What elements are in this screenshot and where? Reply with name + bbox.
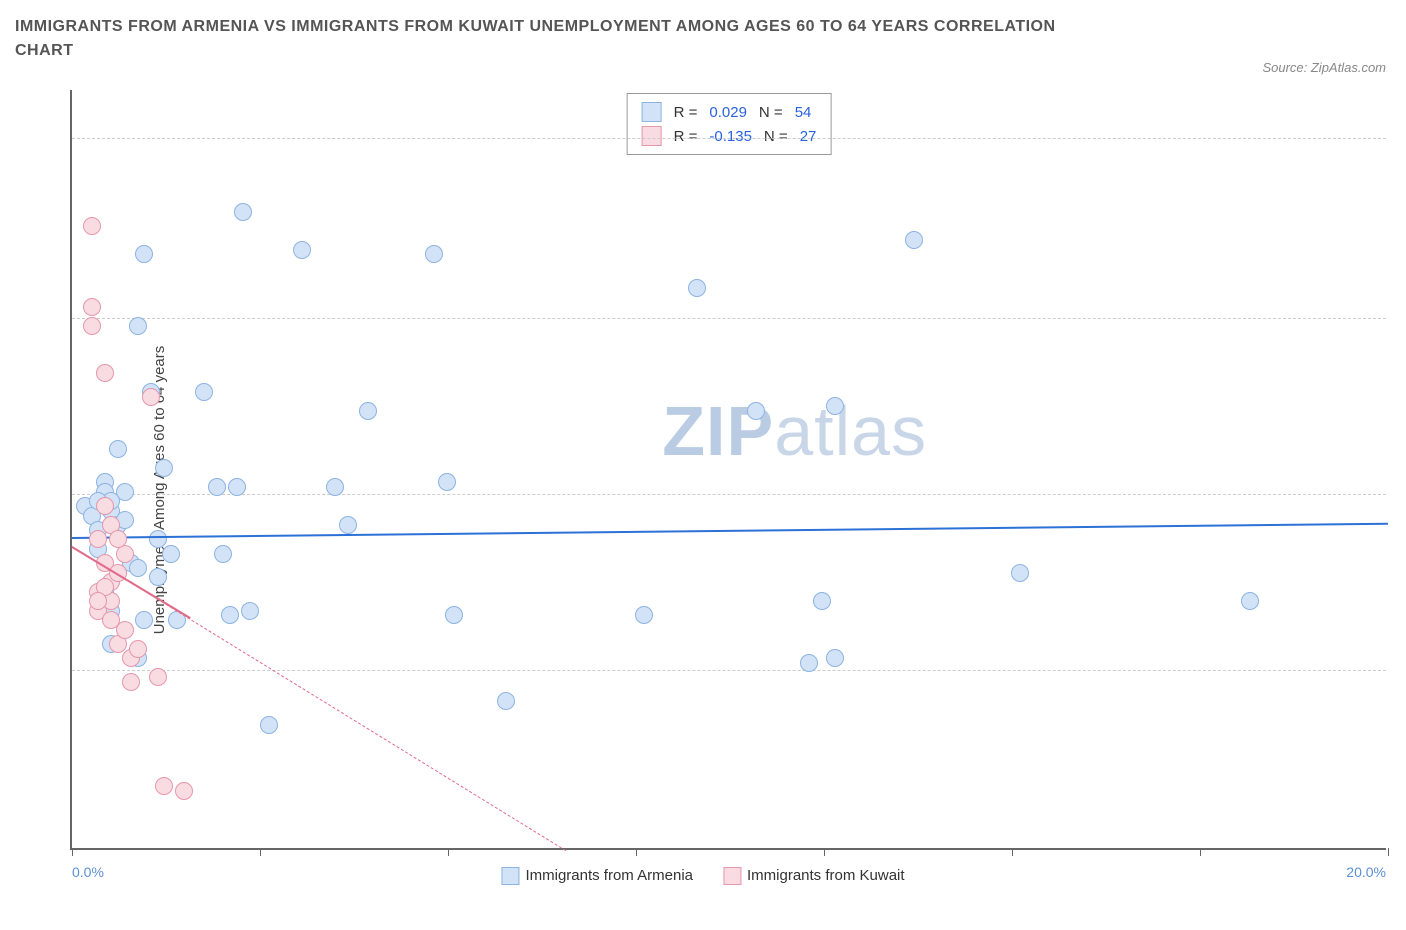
data-point	[813, 592, 831, 610]
data-point	[747, 402, 765, 420]
gridline	[72, 670, 1386, 671]
data-point	[635, 606, 653, 624]
data-point	[1011, 564, 1029, 582]
data-point	[89, 530, 107, 548]
data-point	[162, 545, 180, 563]
gridline	[72, 138, 1386, 139]
watermark: ZIPatlas	[662, 391, 927, 471]
data-point	[135, 245, 153, 263]
x-axis-max-label: 20.0%	[1346, 864, 1386, 880]
data-point	[195, 383, 213, 401]
data-point	[241, 602, 259, 620]
legend-swatch	[642, 126, 662, 146]
correlation-legend: R = 0.029 N = 54 R = -0.135 N = 27	[627, 93, 832, 155]
data-point	[129, 640, 147, 658]
data-point	[129, 317, 147, 335]
legend-swatch	[642, 102, 662, 122]
legend-n-prefix: N =	[764, 128, 788, 145]
series-legend-item: Immigrants from Armenia	[501, 867, 693, 885]
watermark-light: atlas	[774, 392, 927, 470]
data-point	[359, 402, 377, 420]
data-point	[149, 668, 167, 686]
data-point	[208, 478, 226, 496]
gridline	[72, 494, 1386, 495]
data-point	[83, 317, 101, 335]
chart-title: IMMIGRANTS FROM ARMENIA VS IMMIGRANTS FR…	[15, 15, 1115, 63]
data-point	[260, 716, 278, 734]
data-point	[826, 649, 844, 667]
series-legend-item: Immigrants from Kuwait	[723, 867, 905, 885]
plot-area: ZIPatlas R = 0.029 N = 54 R = -0.135 N = 27 0.0…	[70, 90, 1386, 850]
data-point	[234, 203, 252, 221]
legend-r-prefix: R =	[674, 128, 698, 145]
data-point	[905, 231, 923, 249]
data-point	[83, 298, 101, 316]
trend-line	[72, 522, 1388, 538]
legend-row: R = 0.029 N = 54	[642, 100, 817, 124]
data-point	[221, 606, 239, 624]
data-point	[1241, 592, 1259, 610]
data-point	[214, 545, 232, 563]
legend-r-value: -0.135	[709, 128, 752, 145]
data-point	[129, 559, 147, 577]
data-point	[149, 568, 167, 586]
data-point	[96, 497, 114, 515]
data-point	[438, 473, 456, 491]
data-point	[142, 388, 160, 406]
series-name: Immigrants from Armenia	[525, 867, 693, 884]
x-tick	[636, 848, 637, 856]
legend-swatch	[723, 867, 741, 885]
data-point	[155, 777, 173, 795]
x-axis-min-label: 0.0%	[72, 864, 104, 880]
x-tick	[72, 848, 73, 856]
legend-r-value: 0.029	[709, 104, 747, 121]
data-point	[109, 530, 127, 548]
data-point	[339, 516, 357, 534]
data-point	[89, 592, 107, 610]
x-tick	[1012, 848, 1013, 856]
data-point	[83, 217, 101, 235]
series-name: Immigrants from Kuwait	[747, 867, 905, 884]
data-point	[800, 654, 818, 672]
data-point	[228, 478, 246, 496]
data-point	[116, 621, 134, 639]
data-point	[109, 440, 127, 458]
legend-n-value: 27	[800, 128, 817, 145]
data-point	[96, 364, 114, 382]
legend-swatch	[501, 867, 519, 885]
series-legend: Immigrants from Armenia Immigrants from K…	[501, 867, 904, 885]
data-point	[497, 692, 515, 710]
data-point	[826, 397, 844, 415]
data-point	[688, 279, 706, 297]
x-tick	[824, 848, 825, 856]
legend-row: R = -0.135 N = 27	[642, 124, 817, 148]
data-point	[425, 245, 443, 263]
x-tick	[1200, 848, 1201, 856]
gridline	[72, 318, 1386, 319]
x-tick	[260, 848, 261, 856]
data-point	[326, 478, 344, 496]
legend-r-prefix: R =	[674, 104, 698, 121]
x-tick	[448, 848, 449, 856]
data-point	[122, 673, 140, 691]
source-attribution: Source: ZipAtlas.com	[1262, 60, 1386, 75]
x-tick	[1388, 848, 1389, 856]
data-point	[175, 782, 193, 800]
data-point	[149, 530, 167, 548]
chart-container: Unemployment Among Ages 60 to 64 years Z…	[15, 90, 1391, 890]
data-point	[155, 459, 173, 477]
data-point	[445, 606, 463, 624]
data-point	[135, 611, 153, 629]
legend-n-value: 54	[795, 104, 812, 121]
legend-n-prefix: N =	[759, 104, 783, 121]
data-point	[293, 241, 311, 259]
